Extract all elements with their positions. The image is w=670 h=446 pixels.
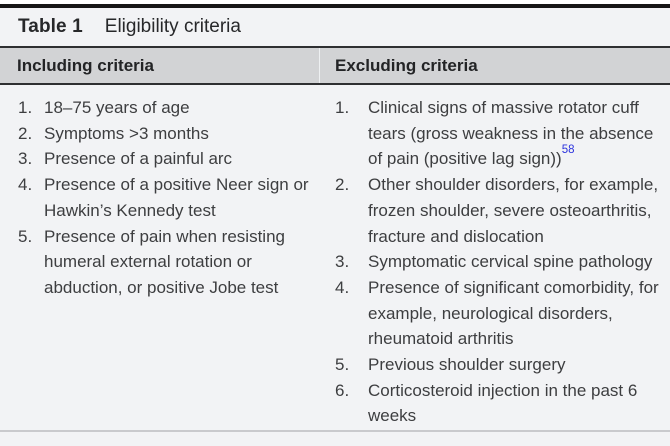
criteria-item: 2. Other shoulder disorders, for example… (335, 172, 670, 249)
table-number-label: Table 1 (18, 16, 83, 37)
table-top-rule (0, 4, 670, 8)
item-text: Clinical signs of massive rotator cuff t… (368, 98, 654, 169)
table-bottom-rule (0, 430, 670, 432)
item-number: 5. (335, 355, 350, 375)
header-including-label: Including criteria (17, 55, 154, 75)
table-body: 1. 18–75 years of age 2. Symptoms >3 mon… (0, 85, 670, 430)
criteria-item: 4. Presence of significant comorbidity, … (335, 275, 670, 352)
top-margin (0, 0, 670, 4)
item-text: Symptoms >3 months (44, 123, 209, 143)
criteria-item: 3. Symptomatic cervical spine pathology (335, 249, 670, 275)
item-number: 3. (18, 149, 33, 169)
table-caption-text: Eligibility criteria (104, 16, 241, 37)
item-text: Previous shoulder surgery (368, 355, 566, 375)
item-text: Presence of a positive Neer sign or Hawk… (44, 175, 309, 220)
item-text: Other shoulder disorders, for example, f… (368, 175, 659, 246)
criteria-item: 3. Presence of a painful arc (18, 146, 320, 172)
criteria-item: 2. Symptoms >3 months (18, 121, 320, 147)
including-criteria-column: 1. 18–75 years of age 2. Symptoms >3 mon… (0, 95, 320, 430)
criteria-item: 1. 18–75 years of age (18, 95, 320, 121)
excluding-criteria-list: 1. Clinical signs of massive rotator cuf… (335, 95, 670, 429)
table-header-row: Including criteria Excluding criteria (0, 48, 670, 85)
criteria-item: 1. Clinical signs of massive rotator cuf… (335, 95, 670, 172)
header-excluding-criteria: Excluding criteria (320, 48, 670, 83)
header-including-criteria: Including criteria (0, 48, 320, 83)
item-text: Presence of a painful arc (44, 149, 233, 169)
including-criteria-list: 1. 18–75 years of age 2. Symptoms >3 mon… (18, 95, 320, 301)
item-text: Corticosteroid injection in the past 6 w… (368, 380, 638, 426)
bottom-margin (0, 431, 670, 446)
item-number: 3. (335, 252, 350, 272)
item-text: Presence of pain when resisting humeral … (44, 226, 285, 297)
item-text: Presence of significant comorbidity, for… (368, 277, 659, 349)
item-number: 1. (335, 98, 350, 117)
item-text: Symptomatic cervical spine pathology (368, 252, 653, 272)
criteria-item: 6. Corticosteroid injection in the past … (335, 378, 670, 429)
item-number: 2. (18, 123, 33, 143)
excluding-criteria-column: 1. Clinical signs of massive rotator cuf… (320, 95, 670, 430)
criteria-item: 5. Presence of pain when resisting humer… (18, 224, 320, 301)
item-number: 4. (18, 175, 33, 195)
item-number: 4. (335, 277, 350, 297)
header-excluding-label: Excluding criteria (335, 55, 478, 75)
item-text: 18–75 years of age (44, 98, 190, 117)
item-number: 5. (18, 226, 33, 246)
criteria-item: 5. Previous shoulder surgery (335, 352, 670, 378)
table-caption-row: Table 1 Eligibility criteria (0, 8, 670, 46)
item-number: 6. (335, 380, 350, 400)
caption-divider-rule (0, 46, 670, 48)
citation-link[interactable]: 58 (561, 143, 575, 156)
item-number: 2. (335, 175, 350, 195)
criteria-item: 4. Presence of a positive Neer sign or H… (18, 172, 320, 223)
item-number: 1. (18, 98, 33, 117)
